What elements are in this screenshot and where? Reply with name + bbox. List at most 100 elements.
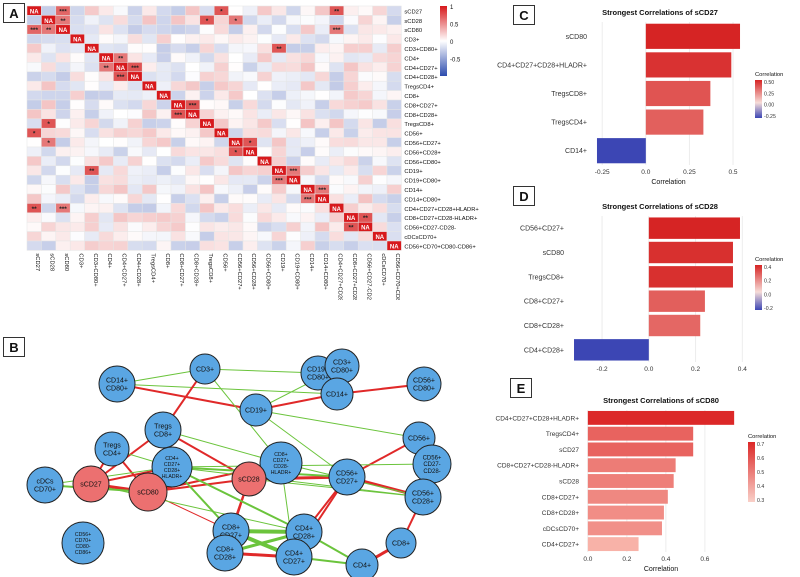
heatmap-cell bbox=[285, 33, 301, 44]
heatmap-cell bbox=[41, 90, 57, 101]
bar bbox=[587, 521, 662, 536]
heatmap-na-label: NA bbox=[375, 235, 384, 241]
heatmap-cell bbox=[372, 118, 388, 129]
heatmap-cell bbox=[185, 5, 201, 16]
network-node-circle bbox=[320, 377, 354, 411]
heatmap-cell bbox=[26, 184, 42, 195]
heatmap-cell bbox=[156, 71, 172, 82]
heatmap-significance-marker: *** bbox=[290, 168, 298, 175]
heatmap-cell bbox=[213, 71, 229, 82]
heatmap-cell bbox=[285, 5, 301, 16]
heatmap-cell bbox=[213, 52, 229, 63]
heatmap-cell bbox=[242, 127, 258, 138]
heatmap-na-label: NA bbox=[390, 244, 399, 250]
heatmap-cell bbox=[343, 146, 359, 157]
heatmap-cell bbox=[257, 15, 273, 26]
heatmap-col-label: CD8+CD28+ bbox=[193, 253, 199, 287]
heatmap-cell bbox=[357, 90, 373, 101]
heatmap-cell bbox=[372, 165, 388, 176]
heatmap-row-label: CD19+ bbox=[404, 169, 423, 175]
bar bbox=[645, 109, 704, 135]
heatmap-cell bbox=[372, 33, 388, 44]
network-node-label: CD8+ bbox=[222, 525, 240, 532]
bar bbox=[587, 489, 668, 504]
heatmap-cell bbox=[228, 193, 244, 204]
network-node-circle bbox=[189, 353, 221, 385]
heatmap-cell bbox=[55, 156, 71, 167]
heatmap-cell bbox=[242, 231, 258, 242]
heatmap-cell bbox=[127, 52, 143, 63]
heatmap-cell bbox=[26, 33, 42, 44]
heatmap-row-label: CD56+CD27-CD28- bbox=[404, 226, 456, 232]
heatmap-cell bbox=[242, 165, 258, 176]
heatmap-cell bbox=[300, 33, 316, 44]
heatmap-cell bbox=[329, 15, 345, 26]
heatmap-cell bbox=[343, 231, 359, 242]
heatmap-na-label: NA bbox=[347, 216, 356, 222]
heatmap-cell bbox=[213, 221, 229, 232]
heatmap-cell bbox=[170, 90, 186, 101]
heatmap-cell bbox=[329, 109, 345, 120]
heatmap-cell bbox=[185, 71, 201, 82]
heatmap-cell bbox=[372, 184, 388, 195]
heatmap-cell bbox=[386, 240, 402, 251]
network-node-label: CD4+ bbox=[285, 551, 303, 558]
heatmap-cell bbox=[127, 184, 143, 195]
heatmap-cell bbox=[386, 174, 402, 185]
network-node-label: CD4+ bbox=[165, 456, 178, 462]
heatmap-cell bbox=[84, 156, 100, 167]
heatmap-cell bbox=[98, 137, 114, 148]
heatmap-row-label: CD14+ bbox=[404, 188, 423, 194]
heatmap-cell bbox=[285, 90, 301, 101]
heatmap-cell bbox=[26, 62, 42, 73]
heatmap-cell bbox=[113, 127, 129, 138]
heatmap-cell bbox=[69, 80, 85, 91]
heatmap-significance-marker: *** bbox=[174, 112, 182, 119]
heatmap-cell bbox=[156, 52, 172, 63]
heatmap-cell bbox=[213, 146, 229, 157]
heatmap-cell bbox=[127, 5, 143, 16]
heatmap-cell bbox=[113, 24, 129, 35]
heatmap-cell bbox=[343, 43, 359, 54]
heatmap-cell bbox=[69, 24, 85, 35]
heatmap-cell bbox=[185, 193, 201, 204]
heatmap-cell bbox=[55, 184, 71, 195]
heatmap-cell bbox=[185, 165, 201, 176]
heatmap-cell bbox=[213, 184, 229, 195]
network-node-label: CD28+ bbox=[164, 468, 180, 474]
heatmap-row-label: CD56+CD27+ bbox=[404, 141, 441, 147]
category-label: sCD27 bbox=[559, 447, 579, 454]
network-node-label: CD3+ bbox=[196, 366, 214, 373]
heatmap-cell bbox=[357, 5, 373, 16]
network-node-label: CD56+ bbox=[423, 455, 442, 461]
heatmap-cell bbox=[213, 109, 229, 120]
heatmap-cell bbox=[55, 146, 71, 157]
heatmap-cell bbox=[84, 221, 100, 232]
heatmap-cell bbox=[98, 71, 114, 82]
heatmap-significance-marker: * bbox=[33, 131, 36, 138]
heatmap-cell bbox=[84, 109, 100, 120]
network-node-label: CD14+ bbox=[106, 378, 128, 385]
category-label: CD8+CD27+CD28-HLADR+ bbox=[497, 463, 579, 470]
legend-color-bar bbox=[755, 265, 762, 310]
heatmap-cell bbox=[300, 52, 316, 63]
heatmap-cell bbox=[372, 174, 388, 185]
heatmap-cell bbox=[285, 62, 301, 73]
heatmap-cell bbox=[213, 137, 229, 148]
heatmap-cell bbox=[329, 165, 345, 176]
heatmap-cell bbox=[69, 203, 85, 214]
network-node-label: Tregs bbox=[103, 443, 121, 450]
network-node-tregscd8: TregsCD8+ bbox=[144, 411, 182, 449]
heatmap-significance-marker: * bbox=[47, 140, 50, 147]
heatmap-significance-marker: * bbox=[235, 149, 238, 156]
heatmap-cell bbox=[386, 15, 402, 26]
heatmap-cell bbox=[343, 24, 359, 35]
network-node-label: CD28- bbox=[423, 469, 440, 475]
heatmap-cell bbox=[69, 240, 85, 251]
heatmap-cell bbox=[257, 80, 273, 91]
network-node-label: CD86+ bbox=[75, 550, 91, 556]
heatmap-cell bbox=[127, 33, 143, 44]
heatmap-cell bbox=[228, 62, 244, 73]
heatmap-cell bbox=[84, 15, 100, 26]
network-node-label: CD27+ bbox=[164, 462, 180, 468]
